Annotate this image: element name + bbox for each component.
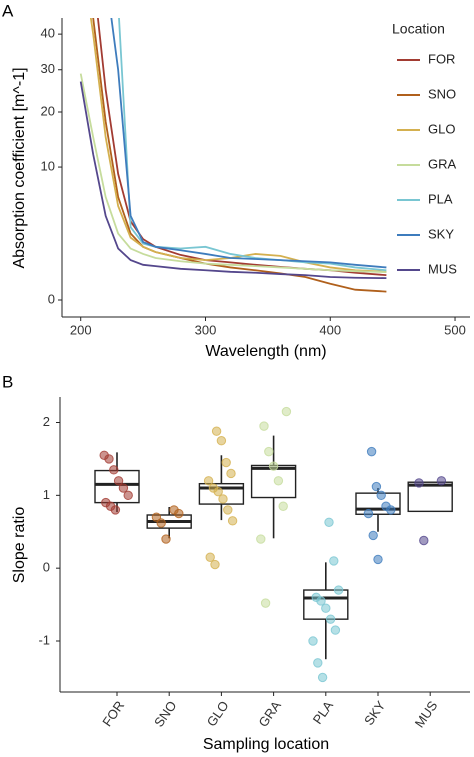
legend-label: SNO: [428, 86, 456, 101]
point: [213, 486, 223, 497]
y-tick-label: -1: [38, 632, 50, 647]
point: [324, 517, 334, 527]
panel-label: B: [2, 372, 13, 391]
x-tick-label: 300: [195, 322, 217, 337]
point: [109, 465, 119, 475]
y-tick-label: 0: [48, 291, 55, 306]
point: [278, 501, 288, 511]
x-tick-label: GLO: [204, 698, 232, 729]
legend-label: GLO: [428, 121, 455, 136]
box: [303, 589, 349, 620]
point: [260, 598, 271, 608]
y-tick-label: 30: [41, 61, 55, 76]
line: [79, 73, 387, 274]
point: [368, 530, 378, 541]
line: [92, 18, 387, 293]
point: [386, 505, 396, 515]
point: [363, 508, 374, 519]
x-tick-label: 500: [444, 322, 466, 337]
x-tick-label: FOR: [99, 698, 127, 729]
legend-label: GRA: [428, 156, 457, 171]
y-tick-label: 20: [41, 103, 55, 118]
point: [227, 516, 238, 526]
point: [325, 614, 336, 624]
plot-area: [79, 18, 387, 293]
y-tick-label: 40: [41, 26, 55, 41]
point: [174, 508, 184, 519]
point: [419, 535, 429, 546]
point: [203, 476, 214, 486]
point: [373, 554, 383, 565]
line: [89, 18, 387, 273]
point: [205, 552, 215, 562]
point: [113, 476, 124, 486]
point: [313, 658, 323, 668]
x-tick-label: MUS: [412, 698, 441, 731]
point: [259, 421, 269, 431]
point: [123, 490, 133, 501]
point: [210, 559, 220, 570]
point: [226, 468, 236, 479]
point: [118, 483, 129, 493]
x-tick-label: 400: [319, 322, 341, 337]
point: [218, 494, 228, 504]
x-axis-title: Wavelength (nm): [205, 343, 326, 360]
x-tick-label: GRA: [255, 698, 284, 730]
y-axis-title: Slope ratio: [11, 507, 28, 584]
point: [273, 476, 284, 486]
point: [281, 406, 292, 417]
point: [110, 505, 121, 515]
legend-title: Location: [392, 21, 445, 37]
x-tick-label: PLA: [310, 698, 337, 727]
point: [221, 457, 231, 468]
x-axis-title: Sampling location: [203, 736, 329, 753]
point: [366, 446, 377, 457]
line: [118, 18, 387, 272]
legend-label: MUS: [428, 261, 457, 276]
point: [156, 518, 166, 528]
point: [414, 478, 424, 488]
x-tick-label: SKY: [361, 698, 388, 728]
point: [436, 476, 447, 486]
line: [110, 18, 387, 269]
point: [329, 556, 339, 566]
point: [316, 596, 326, 606]
y-axis-title: Absorption coefficient [m^-1]: [11, 67, 28, 268]
panel-label: A: [2, 1, 14, 20]
y-tick-label: 0: [43, 560, 50, 575]
box: [94, 469, 140, 504]
point: [376, 490, 386, 501]
point: [333, 585, 344, 595]
point: [308, 636, 318, 646]
point: [321, 603, 331, 613]
point: [264, 446, 274, 457]
y-tick-label: 10: [41, 159, 55, 174]
line: [79, 81, 387, 280]
y-tick-label: 1: [43, 487, 50, 502]
y-tick-label: 2: [43, 414, 50, 429]
point: [223, 505, 233, 515]
point: [161, 534, 171, 544]
point: [256, 534, 266, 544]
box: [198, 482, 245, 505]
point: [371, 481, 382, 492]
box: [407, 481, 453, 513]
point: [104, 454, 114, 464]
line: [97, 18, 387, 277]
point: [216, 436, 227, 446]
x-tick-label: SNO: [151, 698, 179, 730]
point: [330, 625, 341, 635]
point: [268, 461, 279, 471]
legend-label: PLA: [428, 191, 453, 206]
legend-label: FOR: [428, 51, 455, 66]
legend-label: SKY: [428, 226, 454, 241]
point: [211, 426, 222, 436]
point: [317, 672, 328, 683]
x-tick-label: 200: [70, 322, 92, 337]
